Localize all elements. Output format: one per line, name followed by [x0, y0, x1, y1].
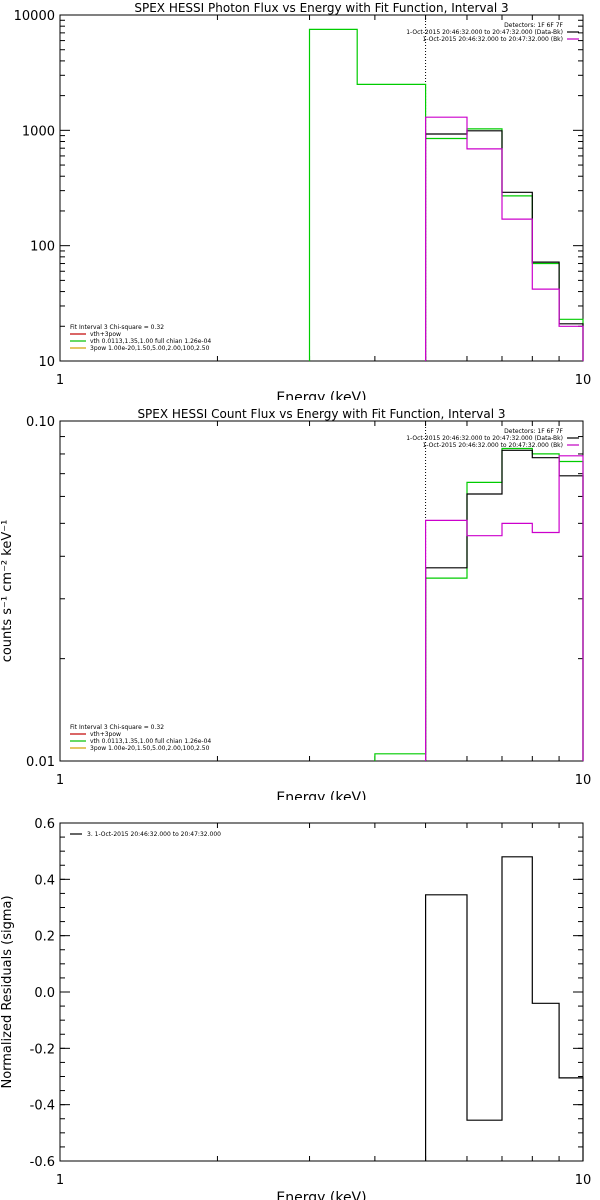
legend-bottom-entry: vth+3pow: [90, 731, 121, 738]
legend-top-entry: Detectors: 1F 6F 7F: [504, 428, 563, 435]
series-0-histogram: [374, 447, 584, 761]
y-tick-label: 0.2: [34, 930, 55, 945]
x-axis-label: Energy (keV): [276, 390, 366, 400]
x-axis-label: Energy (keV): [276, 790, 366, 800]
count-flux-chart: SPEX HESSI Count Flux vs Energy with Fit…: [0, 407, 592, 800]
legend-bottom-entry: 3pow 1.00e-20,1.50,5.00,2.00,100,2.50: [90, 745, 210, 752]
y-tick-label: 0.0: [34, 986, 55, 1001]
series-2-histogram: [425, 116, 584, 361]
legend-bottom-entry: Fit Interval 3 Chi-square = 0.32: [70, 324, 164, 331]
y-tick-label: 0.10: [26, 415, 55, 430]
residuals-chart: 1 10 Energy (keV) -0.6 -0.4 -0.2 0.0 0.2 0.4 0.6 N…: [0, 817, 592, 1200]
legend-top-entry: 1-Oct-2015 20:46:32.000 to 20:47:32.000 …: [423, 36, 564, 43]
y-axis-label: Normalized Residuals (sigma): [0, 895, 15, 1088]
legend-bottom-entry: vth 0.0113,1.35,1.00 full chian 1.26e-04: [90, 738, 211, 745]
series-1-histogram: [425, 130, 584, 361]
series-0-histogram: [308, 28, 584, 361]
chart-title: SPEX HESSI Count Flux vs Energy with Fit…: [137, 407, 505, 421]
y-tick-label: 0.4: [34, 873, 55, 888]
y-tick-label: 10000: [14, 9, 55, 24]
series-2-histogram: [425, 455, 584, 761]
x-tick-label: 1: [56, 773, 64, 788]
legend-top-entry: Detectors: 1F 6F 7F: [504, 22, 563, 29]
plot-frame: [59, 420, 584, 762]
y-tick-label: 10: [38, 355, 55, 370]
legend-top-entry: 1-Oct-2015 20:46:32.000 to 20:47:32.000 …: [406, 29, 563, 36]
x-tick-label: 10: [575, 1173, 592, 1188]
y-tick-label: -0.4: [30, 1099, 55, 1114]
y-tick-label: -0.2: [30, 1042, 55, 1057]
legend-topleft-entry: 3. 1-Oct-2015 20:46:32.000 to 20:47:32.0…: [87, 831, 221, 838]
legend-top-entry: 1-Oct-2015 20:46:32.000 to 20:47:32.000 …: [423, 442, 564, 449]
y-tick-label: 1000: [22, 124, 55, 139]
legend-bottom-entry: Fit Interval 3 Chi-square = 0.32: [70, 724, 164, 731]
legend-top-entry: 1-Oct-2015 20:46:32.000 to 20:47:32.000 …: [406, 435, 563, 442]
series-1-histogram: [425, 449, 584, 761]
legend-bottom-entry: vth+3pow: [90, 331, 121, 338]
x-tick-label: 10: [575, 773, 592, 788]
plot-frame: [59, 822, 584, 1162]
photon-flux-chart: SPEX HESSI Photon Flux vs Energy with Fi…: [14, 1, 592, 400]
y-axis-label: counts s⁻¹ cm⁻² keV⁻¹: [0, 520, 15, 663]
y-tick-label: 0.6: [34, 817, 55, 832]
y-tick-label: 0.01: [26, 755, 55, 770]
y-tick-label: 100: [30, 240, 55, 255]
y-tick-label: -0.6: [30, 1155, 55, 1170]
x-tick-label: 1: [56, 373, 64, 388]
legend-bottom-entry: vth 0.0113,1.35,1.00 full chian 1.26e-04: [90, 338, 211, 345]
x-axis-label: Energy (keV): [276, 1190, 366, 1200]
chart-title: SPEX HESSI Photon Flux vs Energy with Fi…: [134, 1, 508, 15]
legend-bottom-entry: 3pow 1.00e-20,1.50,5.00,2.00,100,2.50: [90, 345, 210, 352]
x-tick-label: 1: [56, 1173, 64, 1188]
plot-frame: [59, 14, 584, 362]
series-0-histogram: [425, 856, 584, 1161]
x-tick-label: 10: [575, 373, 592, 388]
